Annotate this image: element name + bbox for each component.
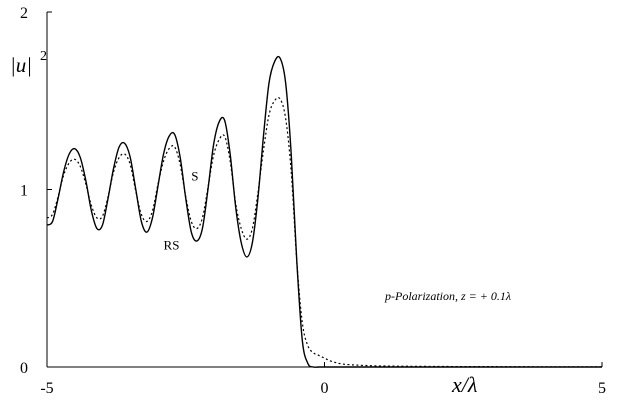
annotation-label: p-Polarization, z = + 0.1λ [384,289,511,303]
axes [46,12,602,368]
y-axis-label-superscript: 2 [40,49,47,64]
x-tick-label: -5 [40,380,53,397]
y-axis-label-text: |u| [10,53,32,77]
x-axis-label: x/λ [451,372,477,397]
labels: |u| 2 x/λ p-Polarization, z = + 0.1λ S RS [10,49,511,397]
series [46,55,603,368]
series-line-s [46,96,603,368]
ticks: 0 1 2 -5 0 5 [20,5,606,397]
series-label-s: S [191,168,198,183]
y-tick-label: 2 [20,5,28,22]
y-tick-label: 0 [20,360,28,377]
x-tick-label: 5 [598,380,606,397]
x-tick-label: 0 [321,380,329,397]
y-tick-label: 1 [20,183,28,200]
series-label-rs: RS [164,238,180,253]
series-line-rs [46,55,602,368]
